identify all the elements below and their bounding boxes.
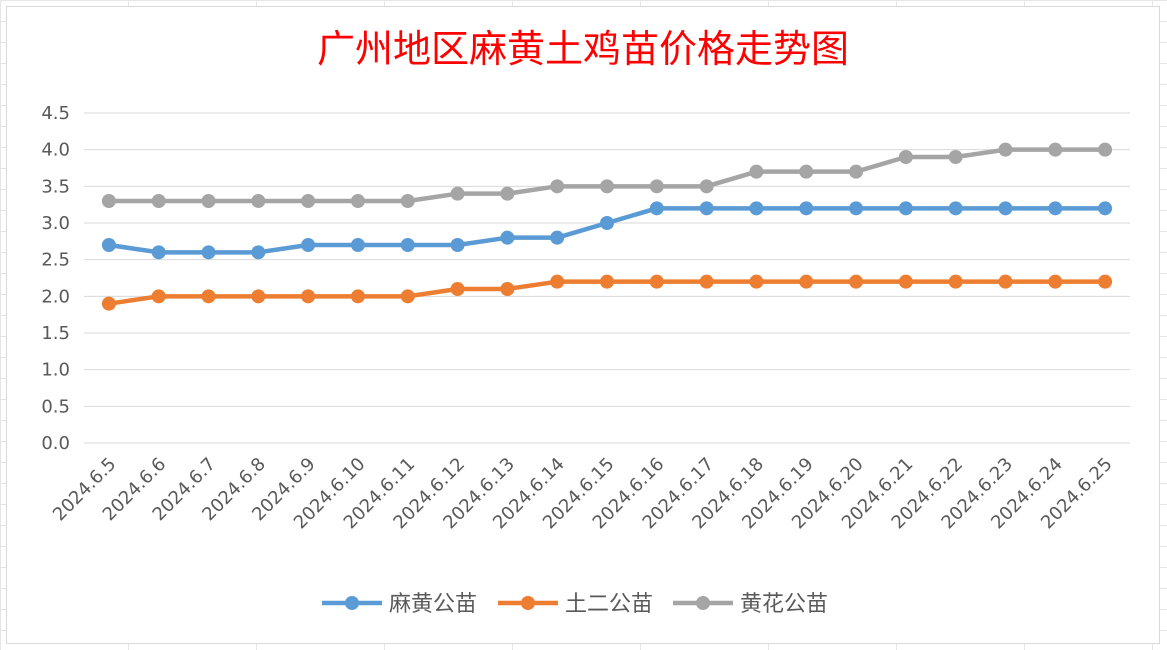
data-point [1048, 274, 1063, 289]
legend: 麻黄公苗 土二公苗 黄花公苗 [322, 592, 828, 617]
legend-item: 黄花公苗 [673, 592, 828, 617]
data-point [151, 194, 166, 208]
data-point [898, 274, 913, 289]
legend-label: 黄花公苗 [740, 592, 828, 617]
data-point [749, 274, 764, 289]
chart-area[interactable] [6, 6, 1160, 644]
y-tick-label: 4.0 [41, 140, 70, 161]
data-point [649, 201, 664, 216]
data-point [450, 186, 465, 201]
y-tick-label: 2.0 [41, 286, 70, 307]
data-point [799, 274, 814, 289]
series-lines [101, 142, 1113, 311]
data-point [450, 238, 465, 252]
data-point [500, 282, 515, 296]
data-point [649, 179, 664, 194]
y-tick-label: 0.0 [41, 433, 70, 454]
data-point [350, 194, 365, 208]
data-point [849, 201, 864, 216]
data-point [301, 289, 316, 304]
data-point [898, 150, 913, 164]
data-point [201, 194, 216, 208]
data-point [500, 230, 515, 245]
data-point [849, 164, 864, 179]
data-point [799, 164, 814, 179]
y-tick-label: 0.5 [41, 396, 70, 417]
y-axis-tick-labels: 0.0 0.5 1.0 1.5 2.0 2.5 3.0 3.5 4.0 4.5 [41, 103, 70, 454]
series-group [101, 274, 1113, 311]
data-point [600, 274, 614, 289]
data-point [749, 201, 764, 216]
data-point [948, 201, 963, 216]
data-point [649, 274, 664, 289]
y-tick-label: 3.5 [41, 176, 70, 197]
data-point [350, 238, 365, 252]
data-point [1098, 201, 1113, 216]
data-point [799, 201, 814, 216]
data-point [500, 186, 515, 201]
y-tick-label: 1.5 [41, 323, 70, 344]
data-point [151, 245, 166, 260]
legend-item: 土二公苗 [498, 592, 653, 617]
chart-title: 广州地区麻黄土鸡苗价格走势图 [317, 27, 849, 71]
data-point [400, 194, 415, 208]
data-point [1098, 142, 1113, 157]
data-point [1048, 201, 1063, 216]
data-point [251, 289, 266, 304]
data-point [948, 150, 963, 164]
series-group [101, 201, 1113, 260]
data-point [948, 274, 963, 289]
data-point [350, 289, 365, 304]
legend-swatch-marker [345, 596, 359, 610]
y-tick-label: 4.5 [41, 103, 70, 124]
data-point [699, 179, 714, 194]
series-group [101, 142, 1113, 208]
data-point [1098, 274, 1113, 289]
data-point [998, 274, 1013, 289]
y-tick-label: 1.0 [41, 360, 70, 381]
data-point [1048, 142, 1063, 157]
legend-label: 麻黄公苗 [389, 592, 477, 617]
gridlines [84, 112, 1130, 444]
data-point [251, 194, 266, 208]
legend-item: 麻黄公苗 [322, 592, 477, 617]
data-point [101, 296, 116, 311]
data-point [101, 238, 116, 252]
legend-swatch-marker [696, 596, 710, 610]
legend-swatch-marker [521, 596, 535, 610]
data-point [749, 164, 764, 179]
x-axis-tick-labels: 2024.6.52024.6.62024.6.72024.6.82024.6.9… [49, 454, 1117, 534]
data-point [699, 274, 714, 289]
data-point [101, 194, 116, 208]
data-point [450, 282, 465, 296]
data-point [699, 201, 714, 216]
data-point [251, 245, 266, 260]
data-point [849, 274, 864, 289]
data-point [301, 194, 316, 208]
data-point [600, 216, 614, 230]
data-point [898, 201, 913, 216]
data-point [201, 289, 216, 304]
legend-label: 土二公苗 [565, 592, 653, 617]
data-point [400, 289, 415, 304]
y-tick-label: 2.5 [41, 250, 70, 271]
data-point [301, 238, 316, 252]
data-point [400, 238, 415, 252]
y-tick-label: 3.0 [41, 213, 70, 234]
data-point [998, 142, 1013, 157]
data-point [201, 245, 216, 260]
data-point [998, 201, 1013, 216]
data-point [550, 274, 565, 289]
data-point [550, 230, 565, 245]
data-point [550, 179, 565, 194]
data-point [151, 289, 166, 304]
data-point [600, 179, 614, 194]
